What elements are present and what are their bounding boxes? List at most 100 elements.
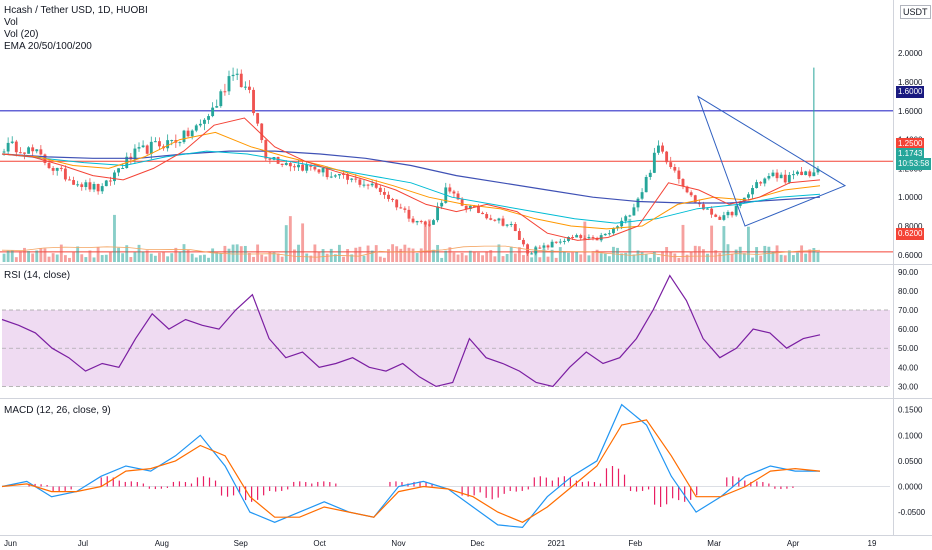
candle-body (207, 116, 210, 120)
volume-bar (63, 255, 67, 262)
volume-bar (542, 248, 546, 262)
candle-body (51, 168, 55, 171)
candle-body (403, 208, 407, 210)
candle-body (395, 199, 399, 208)
volume-bar (432, 249, 435, 262)
volume-bar (591, 251, 595, 262)
candle-body (297, 164, 300, 168)
volume-bar (51, 253, 55, 262)
rsi-legend[interactable]: RSI (14, close) (4, 270, 71, 281)
volume-bar (485, 251, 489, 262)
time-tick-label: Dec (470, 539, 484, 548)
volume-bar (710, 225, 714, 262)
candle-body (481, 212, 485, 215)
candle-body (227, 76, 231, 92)
volume-bar (742, 253, 746, 262)
volume-bar (84, 257, 88, 262)
candle-body (350, 178, 354, 180)
volume-bar (550, 249, 554, 262)
rsi-tick-label: 70.00 (898, 306, 919, 315)
candle-body (121, 167, 125, 169)
volume-bar (636, 250, 640, 262)
candle-body (432, 220, 435, 225)
volume-bar (149, 253, 153, 262)
volume-bar (252, 256, 255, 262)
volume-bar (665, 247, 669, 262)
candle-body (190, 130, 194, 137)
macd-legend[interactable]: MACD (12, 26, close, 9) (4, 405, 111, 416)
candle-body (493, 219, 497, 221)
candle-body (84, 182, 88, 188)
symbol-title[interactable]: Hcash / Tether USD, 1D, HUOBI (4, 5, 148, 16)
candle-body (710, 208, 714, 215)
volume-bar (599, 253, 603, 262)
pane-separator-rsi[interactable] (0, 264, 932, 265)
volume-bar (800, 245, 804, 262)
candle-body (706, 208, 709, 210)
candle-body (685, 186, 689, 193)
volume-bar (804, 253, 808, 262)
candle-body (681, 178, 685, 187)
candle-body (260, 123, 264, 141)
price-tick-label: 0.6000 (898, 251, 923, 260)
currency-label[interactable]: USDT (900, 5, 931, 19)
volume-bar (137, 244, 141, 262)
candle-body (587, 237, 591, 239)
volume-bar (10, 250, 14, 262)
volume-bar (211, 248, 215, 262)
volume-bar (231, 244, 235, 262)
volume-bar (198, 255, 202, 262)
candle-body (591, 237, 595, 239)
vol20-legend[interactable]: Vol (20) (4, 29, 39, 40)
volume-bar (632, 254, 636, 262)
volume-bar (260, 254, 264, 262)
ema-legend[interactable]: EMA 20/50/100/200 (4, 41, 92, 52)
rsi-tick-label: 90.00 (898, 268, 919, 277)
candle-body (309, 164, 313, 167)
candle-body (562, 240, 566, 242)
candle-body (321, 168, 325, 173)
volume-bar (23, 247, 26, 262)
candle-body (673, 167, 677, 171)
volume-ma-line (1, 245, 821, 258)
volume-bar (648, 257, 652, 262)
volume-bar (440, 257, 444, 262)
volume-bar (624, 252, 628, 262)
pane-separator-macd[interactable] (0, 398, 932, 399)
candle-body (616, 226, 619, 229)
volume-bar (329, 248, 333, 262)
macd-tick-label: 0.0000 (898, 482, 923, 491)
volume-bar (501, 256, 505, 262)
volume-bar (767, 246, 771, 262)
volume-bar (264, 256, 268, 262)
volume-bar (293, 249, 296, 262)
candle-body (771, 172, 775, 177)
candle-body (468, 205, 472, 210)
price-tick-label: 1.6000 (898, 107, 923, 116)
macd-tick-label: -0.0500 (898, 508, 926, 517)
candle-body (595, 237, 599, 241)
volume-bar (76, 246, 80, 262)
volume-bar (607, 256, 611, 262)
volume-bar (419, 248, 423, 262)
volume-bar (288, 216, 292, 262)
volume-bar (562, 251, 566, 262)
vol-legend[interactable]: Vol (4, 17, 18, 28)
candle-body (513, 224, 517, 232)
volume-bar (689, 252, 693, 262)
volume-bar (321, 249, 325, 262)
candle-body (293, 166, 296, 168)
volume-bar (333, 254, 337, 262)
volume-bar (628, 218, 632, 262)
volume-bar (513, 253, 517, 262)
macd-tick-label: 0.0500 (898, 457, 923, 466)
macd-tick-label: 0.1500 (898, 406, 923, 415)
volume-bar (448, 247, 452, 262)
candle-body (767, 176, 771, 179)
candle-body (264, 140, 268, 159)
candle-body (194, 125, 198, 131)
volume-bar (6, 250, 10, 262)
volume-bar (125, 245, 129, 262)
volume-bar (207, 257, 210, 262)
